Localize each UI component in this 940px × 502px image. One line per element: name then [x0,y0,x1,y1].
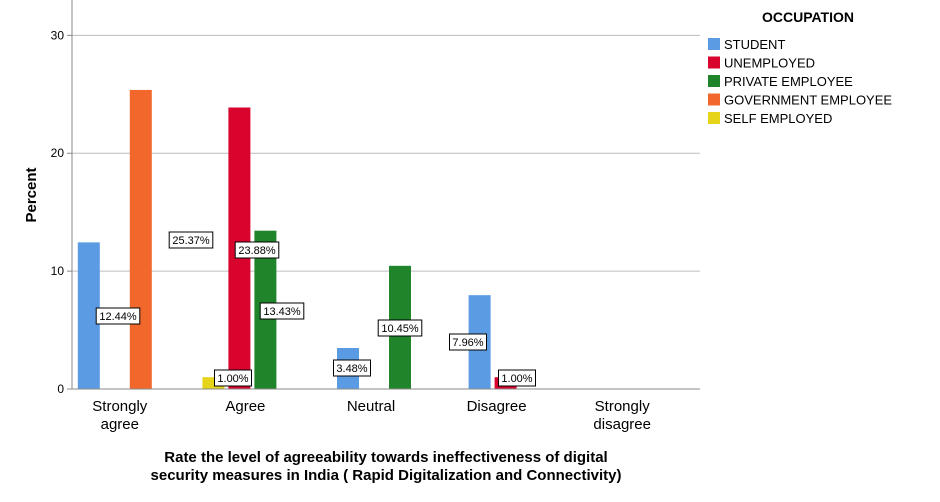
axes [71,0,700,390]
grid-lines [72,34,700,272]
legend-item-unemployed: UNEMPLOYED [708,56,815,71]
data-label-box [449,333,487,351]
x-tick-label: Strongly [595,398,651,415]
legend-swatch [708,112,720,124]
data-label-box [214,369,252,387]
bar-student-0 [77,242,100,389]
data-label-box [95,307,141,325]
legend: STUDENT UNEMPLOYED PRIVATE EMPLOYEE GOVERNM… [708,37,892,126]
legend-label: SELF EMPLOYED [724,111,832,126]
y-ticks: 0 10 20 30 [51,28,72,396]
bar-government-employee-0 [129,89,152,389]
legend-label: GOVERNMENT EMPLOYEE [724,93,892,108]
data-label: 1.00% [498,369,536,387]
y-tick-label: 10 [51,264,65,278]
legend-item-self-employed: SELF EMPLOYED [708,111,832,126]
legend-title: OCCUPATION [762,9,854,25]
data-label-box [377,319,423,337]
data-label-text: 7.96% [452,337,483,349]
bar-self-employed-1 [202,377,225,389]
data-label: 25.37% [168,231,214,249]
y-axis-title: Percent [23,167,40,222]
x-axis-title-line-2: security measures in India ( Rapid Digit… [151,467,622,484]
data-label: 12.44% [95,307,141,325]
data-label-text: 1.00% [501,373,532,385]
legend-item-government-employee: GOVERNMENT EMPLOYEE [708,93,892,108]
x-tick-label: Strongly [92,398,148,415]
data-label-box [498,369,536,387]
data-label: 7.96% [449,333,487,351]
data-label-box [333,359,371,377]
x-tick-label: Disagree [467,398,527,415]
x-axis-title-line-1: Rate the level of agreeability towards i… [164,449,607,466]
data-label-text: 23.88% [238,245,276,257]
legend-item-private-employee: PRIVATE EMPLOYEE [708,74,853,89]
legend-swatch [708,56,720,69]
legend-swatch [708,75,720,87]
data-label-text: 10.45% [381,323,419,335]
y-tick-label: 0 [57,382,64,396]
x-tick-label: Agree [225,398,265,415]
data-labels: 12.44% 3.48% 7.96% 23.88% 1.00% 13.43% 10.45% 2… [95,231,536,387]
data-label-box [168,231,214,249]
data-label: 3.48% [333,359,371,377]
y-tick-label: 30 [51,28,65,42]
x-tick-label: disagree [593,416,651,433]
legend-swatch [708,38,720,50]
data-label: 23.88% [234,241,280,259]
data-label-text: 13.43% [263,306,301,318]
legend-label: STUDENT [724,37,785,52]
data-label: 10.45% [377,319,423,337]
legend-label: PRIVATE EMPLOYEE [724,74,853,89]
data-label-box [259,302,305,320]
data-label-box [234,241,280,259]
x-tick-label: agree [101,416,139,433]
y-tick-label: 20 [51,146,65,160]
legend-swatch [708,93,720,106]
data-label: 13.43% [259,302,305,320]
data-label-text: 1.00% [217,373,248,385]
data-label-text: 25.37% [172,235,210,247]
x-tick-label: Neutral [347,398,395,415]
data-label-text: 12.44% [99,311,137,323]
legend-item-student: STUDENT [708,37,785,52]
data-label-text: 3.48% [336,363,367,375]
legend-label: UNEMPLOYED [724,56,815,71]
data-label: 1.00% [214,369,252,387]
